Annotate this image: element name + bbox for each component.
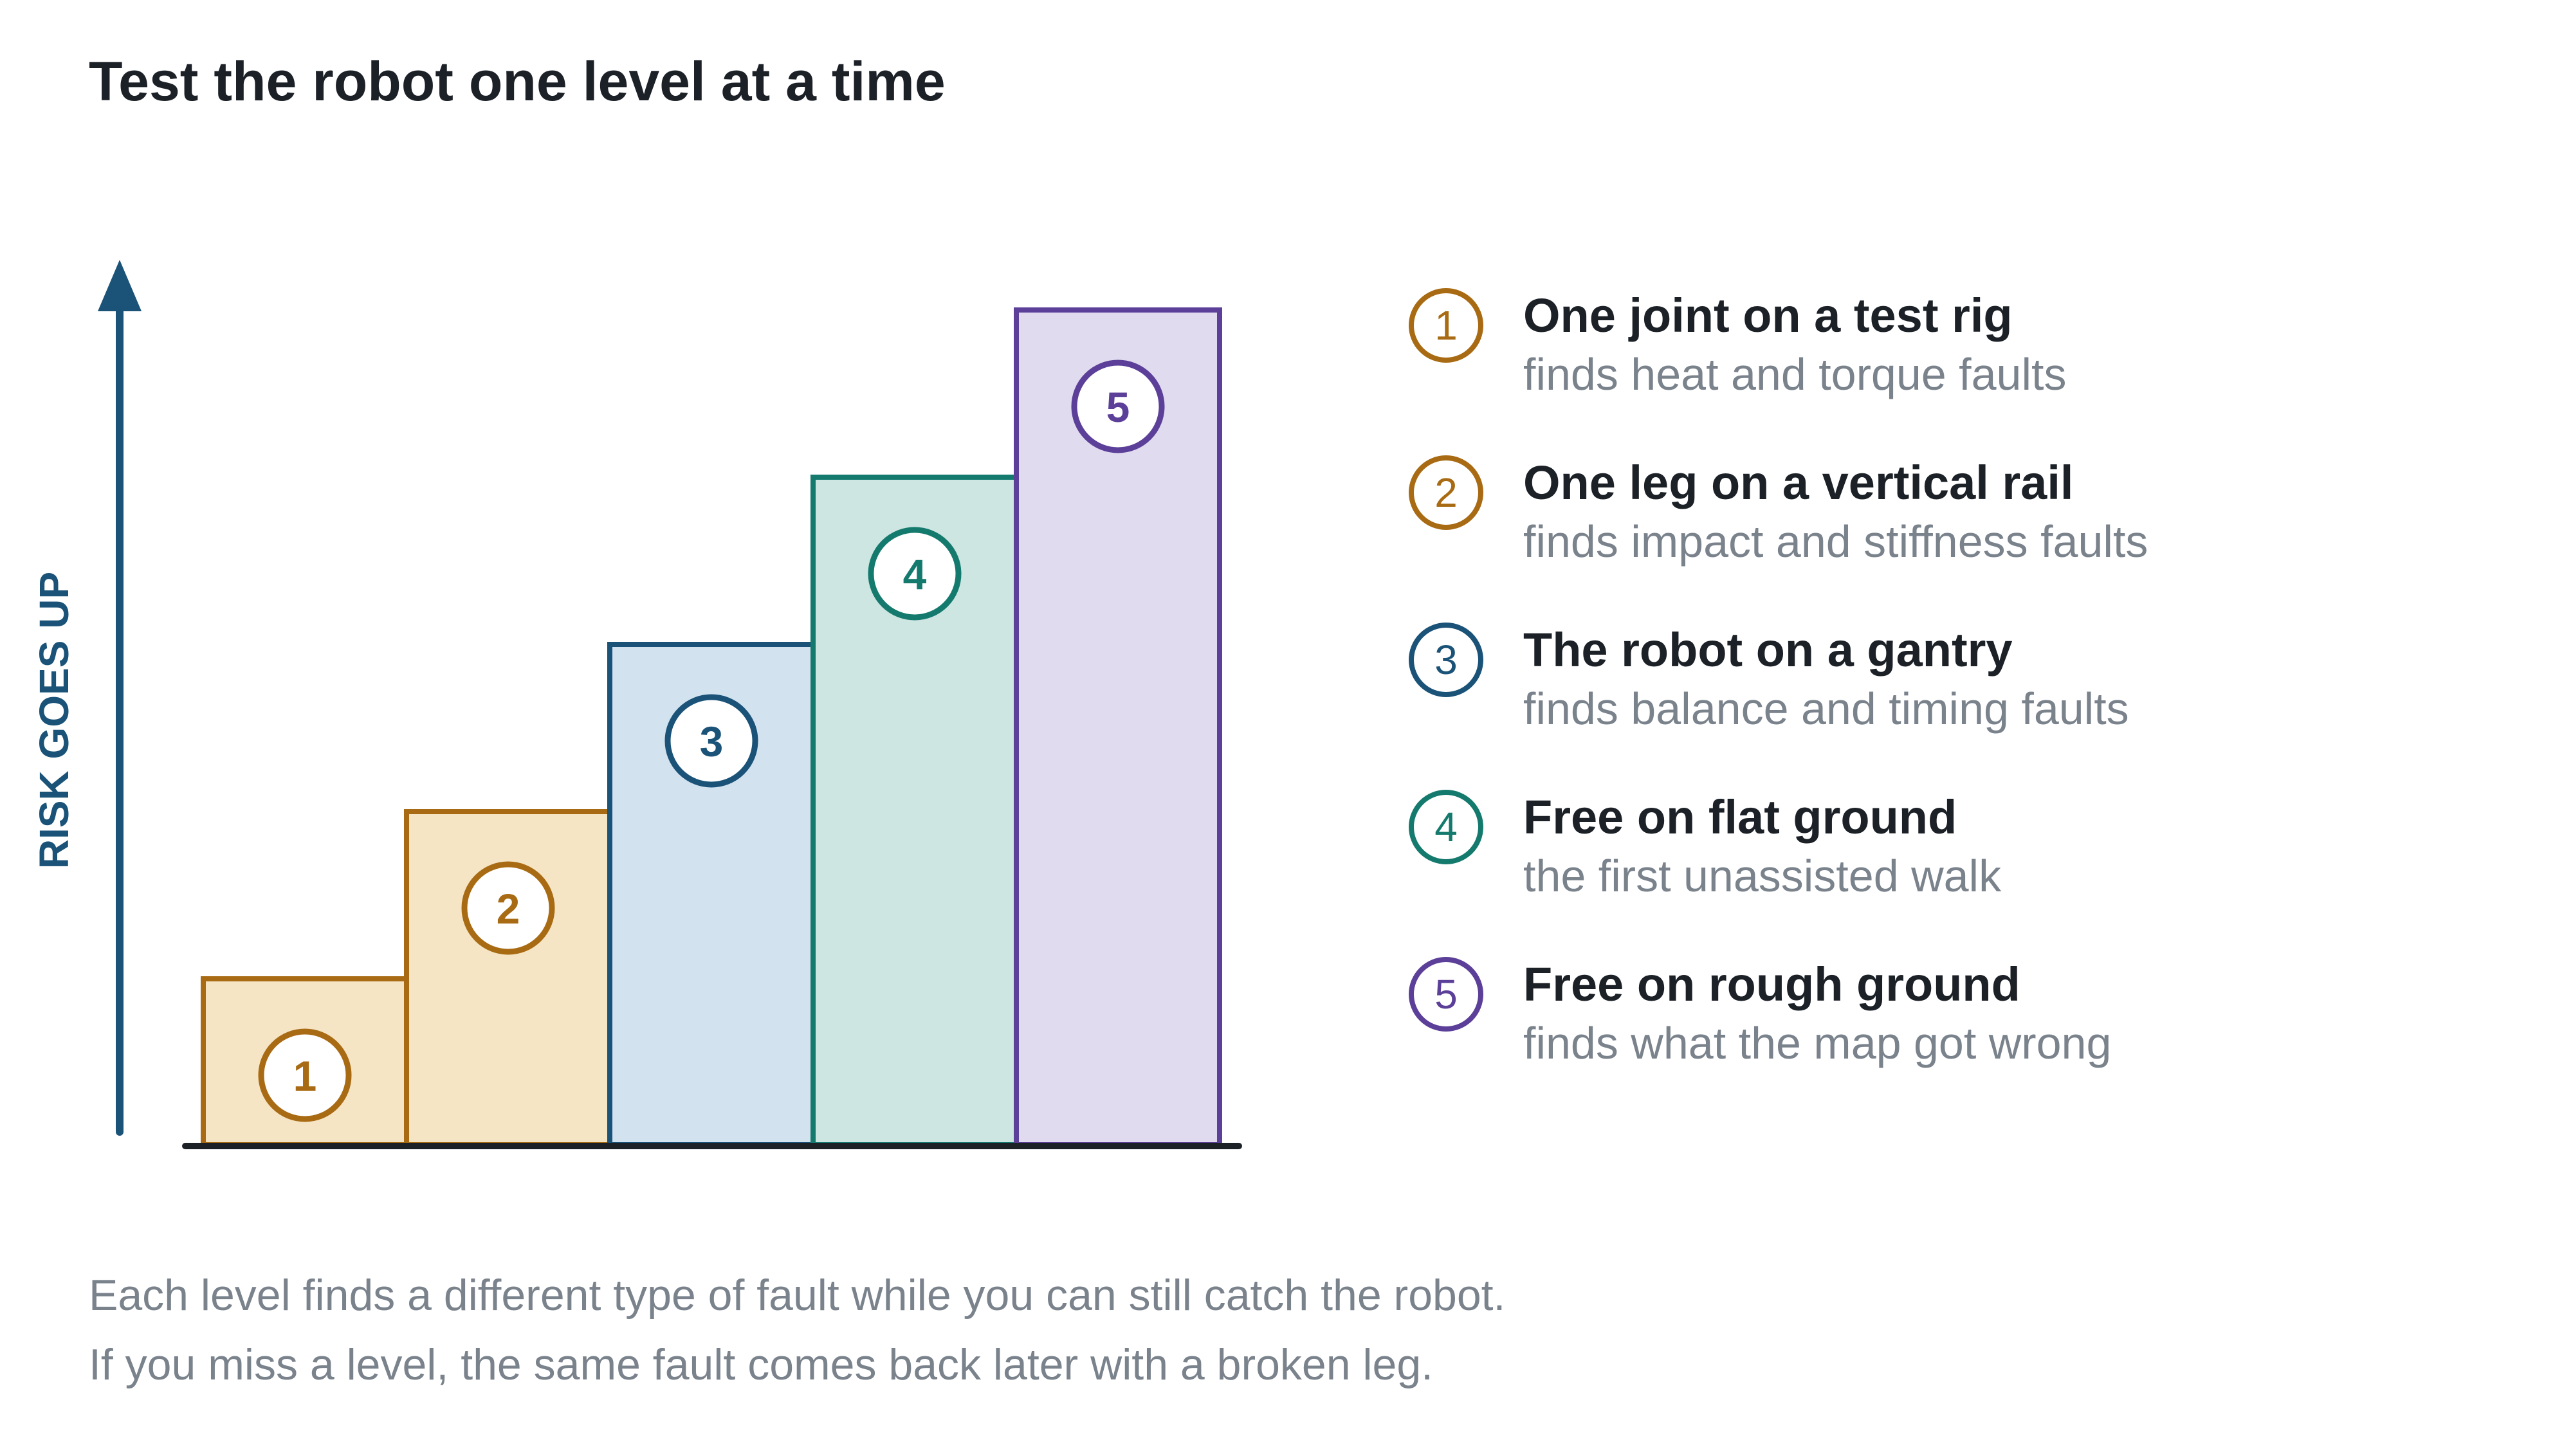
steps-group: 1 2 3 4 5: [201, 307, 1222, 1147]
legend-subtitle: finds what the map got wrong: [1523, 1018, 2112, 1068]
step-badge-2: [461, 861, 555, 955]
step-badge-5: [1071, 359, 1165, 453]
step-badge-4: [868, 527, 962, 621]
step-number-2: 2: [497, 885, 520, 933]
caption: Each level finds a different type of fau…: [89, 1260, 1505, 1399]
legend-title: Free on flat ground: [1523, 790, 1957, 844]
legend-subtitle: finds impact and stiffness faults: [1523, 516, 2148, 567]
legend-title: The robot on a gantry: [1523, 623, 2013, 677]
legend-item-5: 5 Free on rough ground finds what the map …: [1402, 957, 2367, 1086]
legend-subtitle: finds heat and torque faults: [1523, 349, 2067, 399]
legend-title: One joint on a test rig: [1523, 289, 2013, 342]
caption-line-2: If you miss a level, the same fault come…: [89, 1340, 1434, 1389]
legend-title: Free on rough ground: [1523, 958, 2020, 1011]
legend-item-4: 4 Free on flat ground the first unassisted…: [1402, 790, 2367, 918]
page-title: Test the robot one level at a time: [89, 51, 946, 113]
step-number-4: 4: [903, 551, 927, 598]
legend-badge-2: 2: [1409, 455, 1483, 530]
legend-subtitle: the first unassisted walk: [1523, 851, 2002, 901]
legend-item-3: 3 The robot on a gantry finds balance and …: [1402, 623, 2367, 751]
step-number-5: 5: [1106, 383, 1130, 431]
legend-badge-5: 5: [1409, 957, 1483, 1032]
legend-badge-1: 1: [1409, 288, 1483, 363]
step-badge-1: [258, 1028, 352, 1122]
legend-badge-3: 3: [1409, 623, 1483, 697]
step-number-1: 1: [293, 1052, 317, 1100]
legend-subtitle: finds balance and timing faults: [1523, 684, 2129, 734]
risk-axis-label: RISK GOES UP: [31, 572, 77, 869]
staircase-diagram: RISK GOES UP 1 2 3 4 5: [31, 260, 1242, 1149]
legend-item-2: 2 One leg on a vertical rail finds impact …: [1402, 455, 2367, 584]
legend-item-1: 1 One joint on a test rig finds heat and t…: [1402, 288, 2367, 417]
legend-badge-4: 4: [1409, 790, 1483, 864]
caption-line-1: Each level finds a different type of fau…: [89, 1271, 1506, 1320]
legend-title: One leg on a vertical rail: [1523, 456, 2074, 509]
step-number-3: 3: [700, 718, 724, 765]
risk-axis-arrowhead-icon: [98, 260, 142, 311]
step-badge-3: [664, 694, 758, 788]
